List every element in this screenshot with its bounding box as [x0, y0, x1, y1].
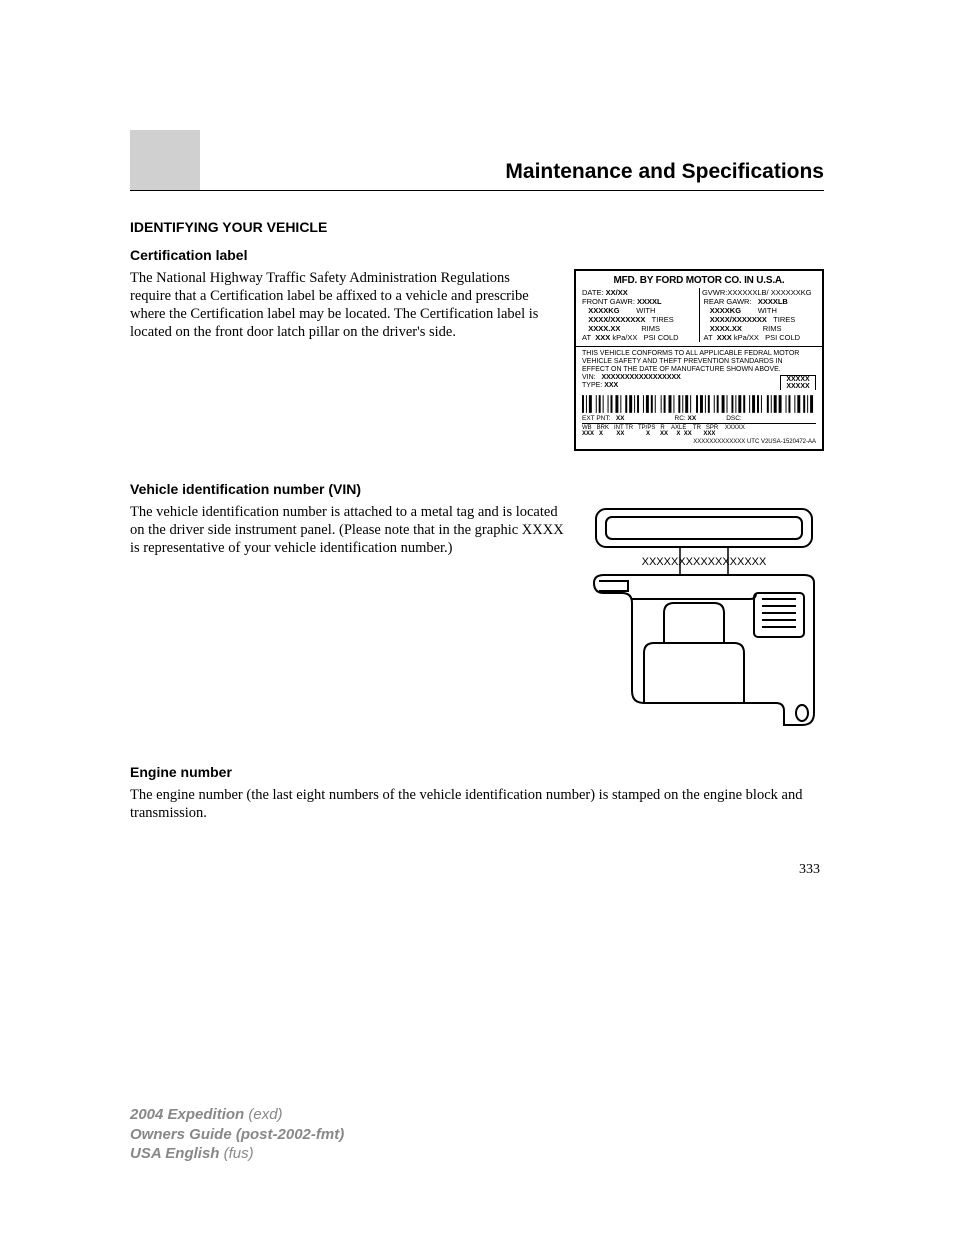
page-container: Maintenance and Specifications IDENTIFYI…	[0, 0, 954, 1235]
cert-mid-box: XXXXX XXXXX	[780, 375, 816, 390]
chapter-header: Maintenance and Specifications	[130, 130, 824, 191]
cert-mfd: MFD. BY FORD MOTOR CO. IN U.S.A.	[576, 271, 822, 288]
vin-figure-col: XXXXXXXXXXXXXXXXX	[584, 503, 824, 738]
chapter-title: Maintenance and Specifications	[130, 130, 824, 191]
cert-body: The National Highway Traffic Safety Admi…	[130, 269, 554, 342]
sub-heading-vin: Vehicle identification number (VIN)	[130, 481, 824, 497]
sub-heading-engine: Engine number	[130, 764, 824, 780]
barcode	[576, 393, 822, 413]
page-number: 333	[130, 862, 824, 878]
cert-mid: THIS VEHICLE CONFORMS TO ALL APPLICABLE …	[576, 346, 822, 393]
footer: 2004 Expedition (exd) Owners Guide (post…	[130, 1105, 344, 1163]
cert-row: The National Highway Traffic Safety Admi…	[130, 269, 824, 451]
cert-bottom: EXT PNT: XX RC: XX DSC: WB BRK INT TR TP…	[576, 413, 822, 449]
vin-row: The vehicle identification number is att…	[130, 503, 824, 738]
sub-heading-certification: Certification label	[130, 247, 824, 263]
vin-dashboard-figure: XXXXXXXXXXXXXXXXX	[584, 503, 824, 733]
footer-model: 2004 Expedition	[130, 1106, 248, 1123]
certification-label-figure: MFD. BY FORD MOTOR CO. IN U.S.A. DATE: X…	[574, 269, 824, 451]
cert-right-half: GVWR:XXXXXXLB/ XXXXXXKG REAR GAWR: XXXXL…	[704, 288, 817, 342]
footer-code2: (fus)	[224, 1145, 254, 1162]
vin-plate-text: XXXXXXXXXXXXXXXXX	[642, 556, 767, 568]
cert-left-half: DATE: XX/XX FRONT GAWR: XXXXL XXXXKG WIT…	[582, 288, 695, 342]
vin-body: The vehicle identification number is att…	[130, 503, 564, 557]
footer-lang: USA English	[130, 1145, 224, 1162]
engine-body: The engine number (the last eight number…	[130, 786, 824, 822]
header-gray-block	[130, 130, 200, 190]
section-heading-identifying: IDENTIFYING YOUR VEHICLE	[130, 219, 824, 235]
vin-text-col: The vehicle identification number is att…	[130, 503, 564, 565]
cert-figure-col: MFD. BY FORD MOTOR CO. IN U.S.A. DATE: X…	[574, 269, 824, 451]
footer-code1: (exd)	[248, 1106, 282, 1123]
cert-top: DATE: XX/XX FRONT GAWR: XXXXL XXXXKG WIT…	[576, 288, 822, 346]
footer-guide: Owners Guide (post-2002-fmt)	[130, 1125, 344, 1144]
barcode-svg	[582, 395, 816, 413]
cert-text-col: The National Highway Traffic Safety Admi…	[130, 269, 554, 350]
